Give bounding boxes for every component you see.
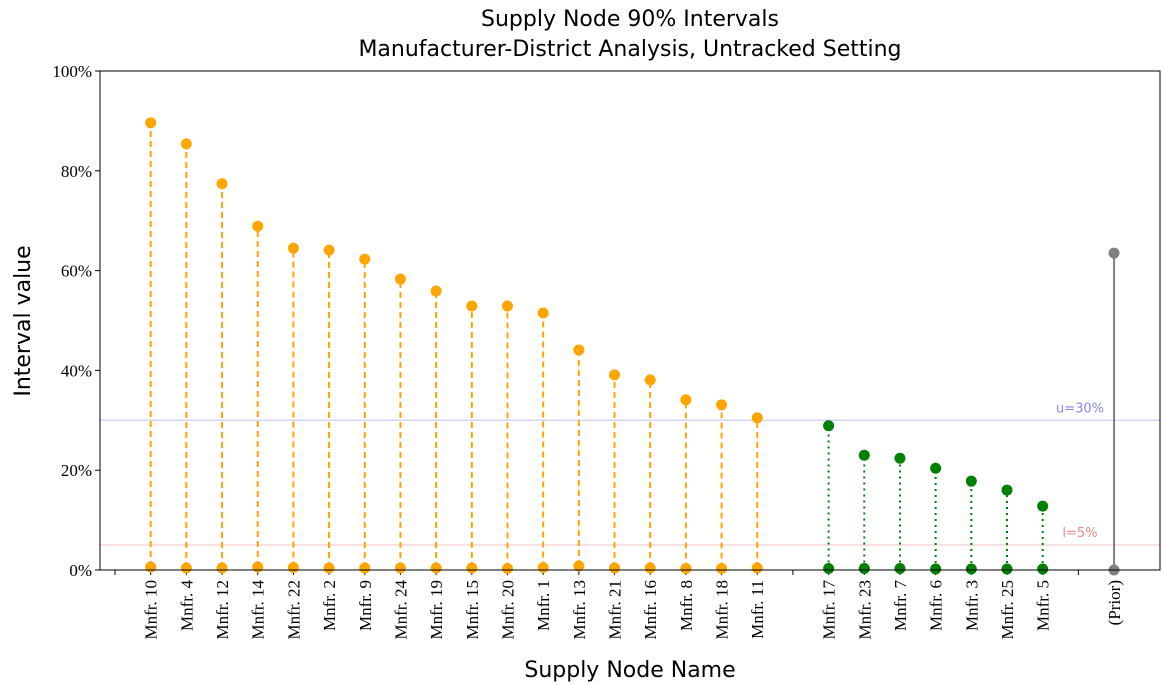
y-tick-label: 20% <box>61 461 92 480</box>
upper-dot <box>466 300 478 312</box>
upper-dot <box>751 412 763 424</box>
x-tick-label: Mnfr. 12 <box>213 580 232 640</box>
x-tick-label: Mnfr. 1 <box>534 580 553 631</box>
upper-dot <box>573 344 585 356</box>
y-tick-label: 60% <box>61 262 92 281</box>
lower-dot <box>1001 563 1013 575</box>
upper-dot <box>359 253 371 265</box>
lower-dot <box>323 562 335 574</box>
y-axis-label: Interval value <box>11 245 36 396</box>
lower-dot <box>1037 563 1049 575</box>
lower-dot <box>751 562 763 574</box>
x-tick-label: Mnfr. 21 <box>606 580 625 640</box>
x-tick-label: Mnfr. 5 <box>1034 580 1053 631</box>
lower-dot <box>216 562 228 574</box>
lower-dot <box>894 563 906 575</box>
x-tick-label: Mnfr. 23 <box>855 580 874 640</box>
lower-dot <box>430 562 442 574</box>
upper-dot <box>716 399 728 411</box>
lower-dot <box>287 562 299 574</box>
x-tick-label: Mnfr. 7 <box>891 580 910 632</box>
x-axis-label: Supply Node Name <box>524 658 735 683</box>
upper-dot <box>680 394 692 406</box>
upper-dot <box>1001 484 1013 496</box>
x-tick-label: (Prior) <box>1105 580 1124 625</box>
plot-frame <box>99 70 1161 571</box>
upper-dot <box>644 374 656 386</box>
upper-dot <box>501 300 513 312</box>
x-tick-label: Mnfr. 2 <box>320 580 339 631</box>
upper-dot <box>965 475 977 487</box>
x-tick-label: Mnfr. 22 <box>284 580 303 640</box>
x-tick-label: Mnfr. 13 <box>570 580 589 640</box>
x-tick-label: Mnfr. 14 <box>249 580 268 640</box>
upper-dot <box>145 117 157 129</box>
x-tick-label: Mnfr. 8 <box>677 580 696 631</box>
lower-dot <box>858 563 870 575</box>
chart-subtitle: Manufacturer-District Analysis, Untracke… <box>358 37 901 62</box>
x-tick-label: Mnfr. 19 <box>427 580 446 640</box>
lower-dot <box>394 562 406 574</box>
lower-dot <box>501 563 513 575</box>
lower-dot <box>644 562 656 574</box>
lower-dot <box>359 562 371 574</box>
chart-title: Supply Node 90% Intervals <box>481 7 779 32</box>
x-tick-label: Mnfr. 10 <box>142 580 161 640</box>
x-tick-label: Mnfr. 15 <box>463 580 482 640</box>
upper-dot <box>252 220 264 232</box>
upper-dot <box>216 178 228 190</box>
y-tick-label: 0% <box>69 561 92 580</box>
x-tick-label: Mnfr. 17 <box>820 580 839 640</box>
lower-dot <box>823 563 835 575</box>
upper-dot <box>858 449 870 461</box>
x-tick-label: Mnfr. 24 <box>391 580 410 640</box>
upper-dot <box>394 273 406 285</box>
lower-dot <box>180 562 192 574</box>
upper-dot <box>894 452 906 464</box>
lower-dot <box>930 563 942 575</box>
x-tick-label: Mnfr. 11 <box>748 580 767 639</box>
y-tick-label: 80% <box>61 162 92 181</box>
lower-dot <box>252 561 264 573</box>
lower-dot <box>573 560 585 572</box>
x-tick-label: Mnfr. 16 <box>641 580 660 640</box>
lower-dot <box>609 562 621 574</box>
x-tick-label: Mnfr. 18 <box>713 580 732 640</box>
upper-dot <box>323 244 335 256</box>
x-tick-label: Mnfr. 9 <box>356 580 375 631</box>
y-tick-label: 100% <box>52 62 92 81</box>
reference-label: u=30% <box>1056 401 1104 416</box>
upper-dot <box>537 307 549 319</box>
x-tick-label: Mnfr. 4 <box>177 580 196 632</box>
lower-dot <box>537 562 549 574</box>
lower-dot <box>965 563 977 575</box>
upper-dot <box>287 242 299 254</box>
x-tick-label: Mnfr. 3 <box>962 580 981 631</box>
upper-dot <box>430 285 442 297</box>
x-tick-label: Mnfr. 20 <box>498 580 517 640</box>
lower-dot <box>680 563 692 575</box>
lower-dot <box>145 561 157 573</box>
lower-dot <box>466 562 478 574</box>
y-tick-label: 40% <box>61 361 92 380</box>
upper-dot <box>1037 500 1049 512</box>
upper-dot <box>823 420 835 432</box>
upper-dot <box>930 462 942 474</box>
lower-dot <box>716 563 728 575</box>
upper-dot <box>180 138 192 150</box>
x-tick-label: Mnfr. 6 <box>927 580 946 631</box>
reference-label: l=5% <box>1062 526 1097 541</box>
upper-dot <box>609 369 621 381</box>
upper-dot <box>1108 247 1120 259</box>
x-tick-label: Mnfr. 25 <box>998 580 1017 640</box>
